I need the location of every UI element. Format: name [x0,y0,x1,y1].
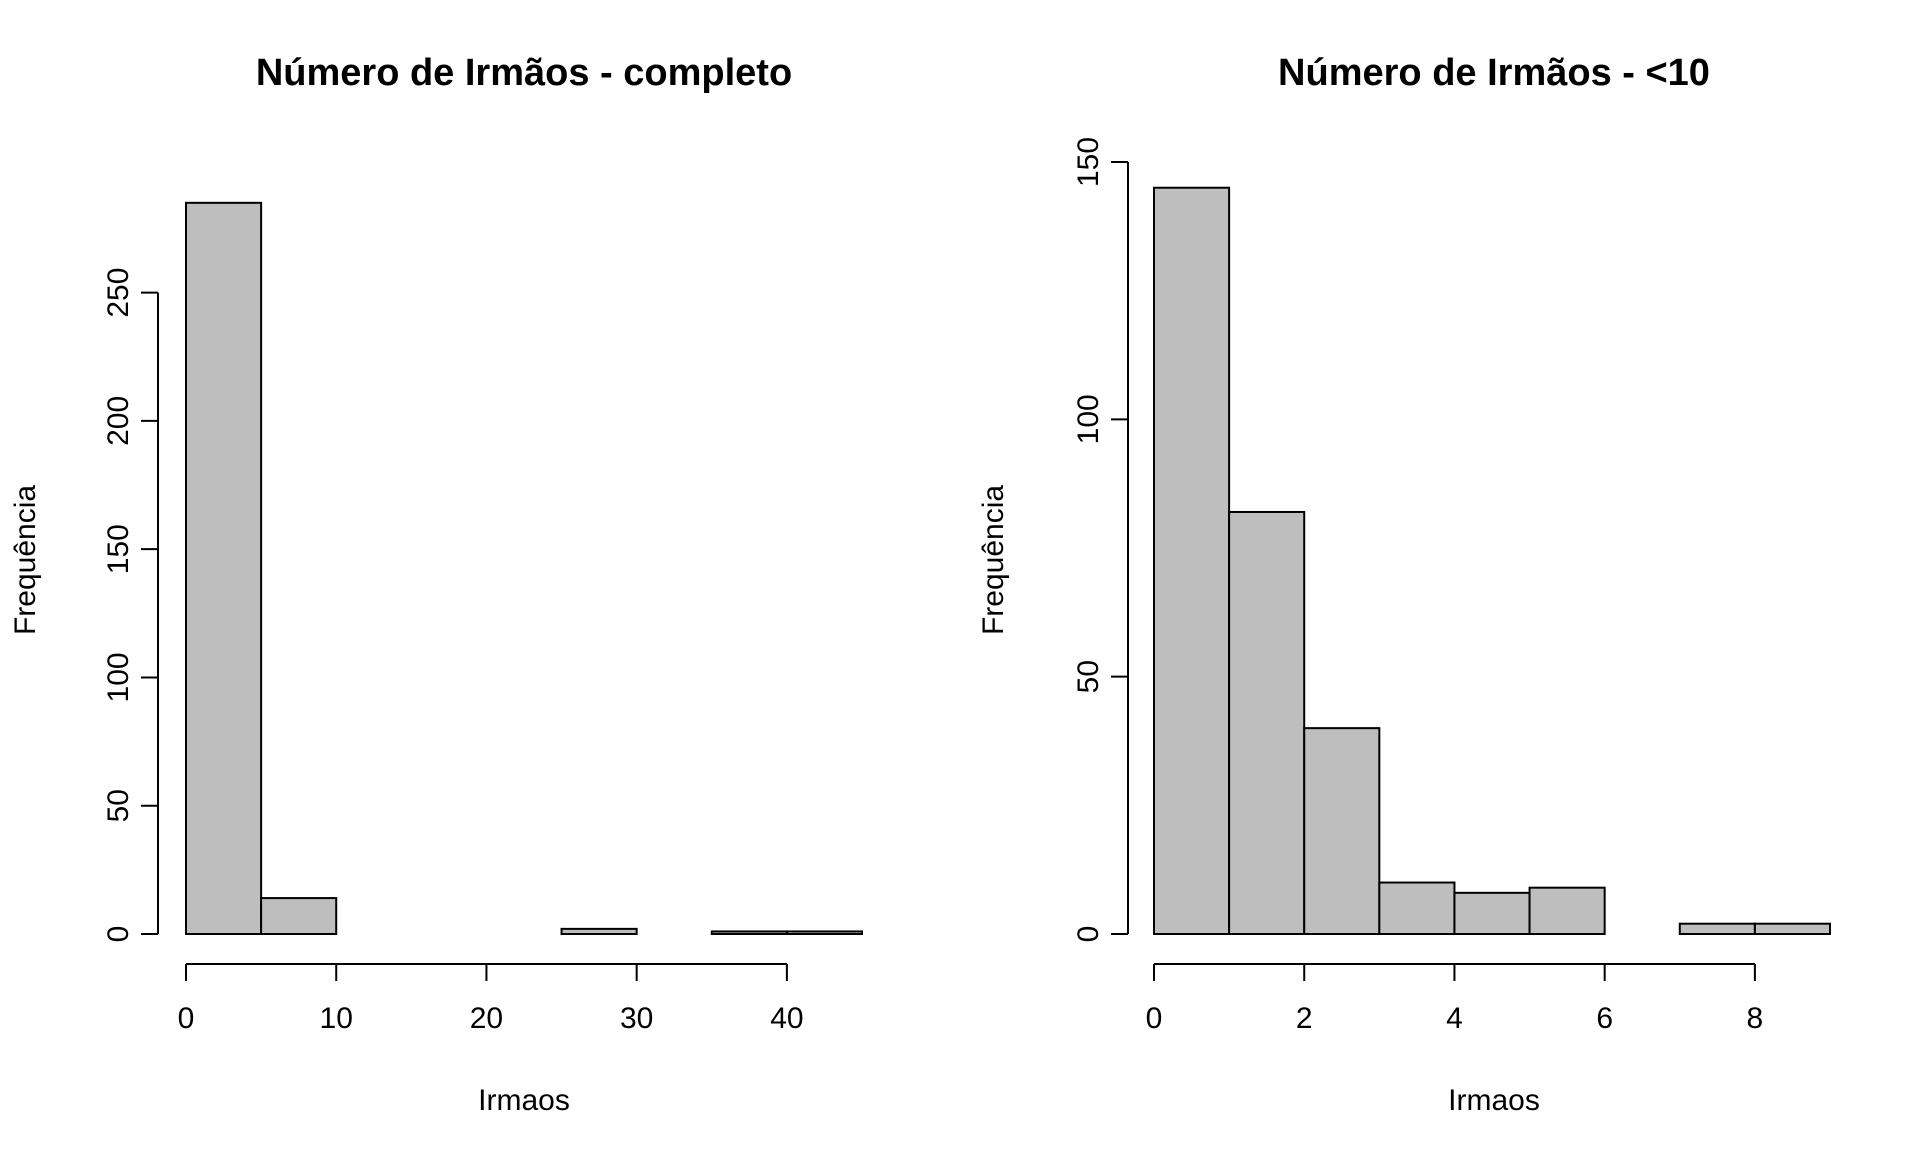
x-axis-label: Irmaos [1448,1084,1540,1117]
y-tick-label: 100 [1072,394,1105,444]
x-tick-label: 0 [1146,1002,1163,1035]
x-tick-label: 10 [320,1002,353,1035]
x-tick-label: 30 [620,1002,653,1035]
histogram-plot-full: 0 50 100 150 200 250 0 10 20 30 40 [102,201,864,1035]
x-tick-label: 20 [470,1002,503,1035]
chart-title: Número de Irmãos - completo [255,52,793,94]
y-tick-label: 50 [1072,660,1105,693]
histogram-bar [185,201,263,936]
histogram-bar [1228,510,1306,935]
histogram-bar [1678,922,1756,935]
y-tick-label: 150 [102,524,135,574]
histogram-bar [1303,727,1381,936]
y-axis-label: Frequência [977,484,1010,636]
x-tick-label: 6 [1596,1002,1613,1035]
histogram-bar [1753,922,1832,935]
chart-title: Número de Irmãos - <10 [1278,52,1710,94]
x-axis-label: Irmaos [478,1084,570,1117]
y-tick-label: 0 [1072,926,1105,943]
histogram-panel-full: 0 50 100 150 200 250 0 10 20 30 40 Número de Irmão… [9,52,864,1117]
x-tick-label: 0 [178,1002,195,1035]
x-tick-label: 40 [770,1002,803,1035]
histogram-bar [260,897,338,936]
y-tick-label: 100 [102,652,135,702]
histogram-bar [1378,881,1456,935]
x-tick-label: 4 [1446,1002,1463,1035]
y-tick-label: 50 [102,789,135,822]
histogram-bar [710,930,788,936]
histogram-panel-under-10: 0 50 100 150 0 2 4 6 8 Número de Irmãos - <10 Ir… [960,0,1920,1152]
histogram-plot-under-10: 0 50 100 150 0 2 4 6 8 [1072,137,1832,1035]
histogram-bar [1153,186,1231,935]
histogram-bar [1528,886,1606,935]
x-tick-label: 2 [1296,1002,1313,1035]
y-axis-label: Frequência [9,484,42,636]
x-tick-label: 8 [1747,1002,1764,1035]
histogram-bar [785,930,864,936]
y-tick-label: 0 [102,926,135,943]
y-tick-label: 250 [102,268,135,318]
histogram-bar [560,927,638,935]
histogram-bar [1453,891,1531,935]
y-tick-label: 150 [1072,137,1105,187]
y-tick-label: 200 [102,396,135,446]
